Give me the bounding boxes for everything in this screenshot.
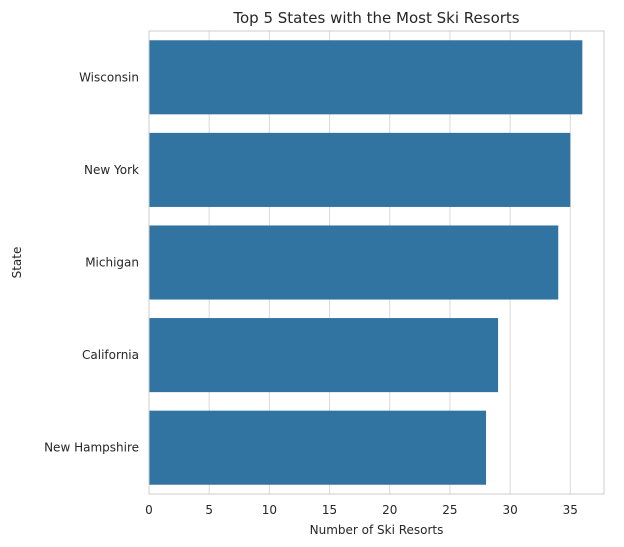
- y-tick-label: New Hampshire: [44, 441, 139, 455]
- bar: [149, 225, 559, 300]
- x-tick-label: 10: [262, 503, 277, 517]
- y-tick-labels: Wisconsin New York Michigan California New H…: [44, 70, 139, 454]
- x-tick-label: 15: [322, 503, 337, 517]
- bar: [149, 40, 583, 115]
- y-tick-label: California: [82, 348, 139, 362]
- bar: [149, 318, 499, 393]
- x-axis-label: Number of Ski Resorts: [310, 523, 444, 537]
- y-axis-label: State: [10, 247, 24, 279]
- bar: [149, 132, 571, 207]
- y-tick-label: Michigan: [85, 256, 139, 270]
- y-tick-label: New York: [84, 163, 139, 177]
- x-tick-label: 0: [145, 503, 153, 517]
- x-tick-label: 35: [563, 503, 578, 517]
- x-tick-label: 25: [442, 503, 457, 517]
- x-tick-label: 5: [205, 503, 213, 517]
- x-tick-label: 20: [382, 503, 397, 517]
- bars: [149, 40, 583, 485]
- chart-title: Top 5 States with the Most Ski Resorts: [232, 9, 519, 27]
- y-tick-label: Wisconsin: [79, 70, 139, 84]
- x-tick-label: 30: [502, 503, 517, 517]
- plot-area-border: [148, 30, 605, 495]
- x-tick-labels: 0 5 10 15 20 25 30 35: [145, 503, 578, 517]
- bar: [149, 410, 487, 485]
